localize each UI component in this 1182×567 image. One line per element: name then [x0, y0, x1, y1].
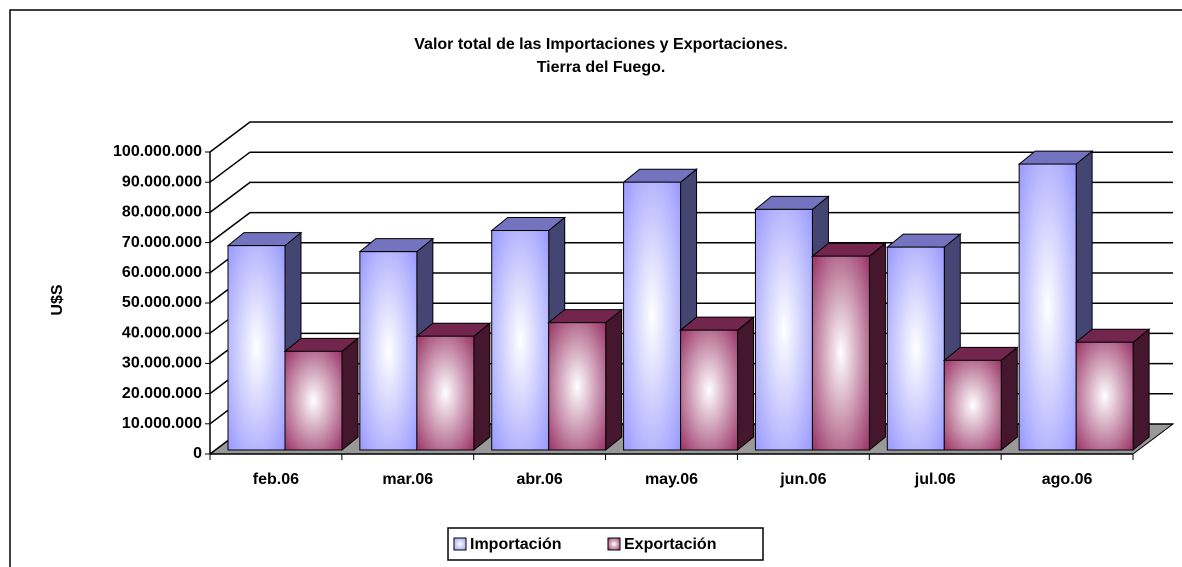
- y-tick-label: 0: [193, 445, 202, 462]
- bar: [754, 208, 813, 451]
- bar: [491, 230, 550, 451]
- grid-line: [209, 211, 1173, 244]
- x-tick-label: feb.06: [253, 471, 299, 488]
- y-tick-label: 100.000.000: [113, 143, 202, 160]
- y-tick-label: 40.000.000: [122, 324, 202, 341]
- y-tick-label: 70.000.000: [122, 234, 202, 251]
- bar: [811, 255, 870, 451]
- bar-side: [605, 308, 623, 452]
- y-tick-label: 80.000.000: [122, 204, 202, 221]
- bar: [416, 335, 475, 451]
- bar: [886, 246, 945, 451]
- bar: [943, 359, 1002, 451]
- y-axis-label: U$S: [49, 284, 66, 315]
- x-tick-label: mar.06: [382, 471, 433, 488]
- chart-title: Valor total de las Importaciones y Expor…: [414, 36, 787, 53]
- x-tick-label: jul.06: [914, 471, 956, 488]
- bar: [680, 329, 739, 451]
- y-tick-label: 90.000.000: [122, 173, 202, 190]
- legend-label: Exportación: [624, 536, 716, 553]
- bar: [227, 245, 286, 451]
- x-tick-label: jun.06: [779, 471, 826, 488]
- y-tick-label: 50.000.000: [122, 294, 202, 311]
- y-tick-label: 60.000.000: [122, 264, 202, 281]
- grid-line: [209, 121, 1173, 153]
- bar: [1018, 163, 1077, 451]
- legend-swatch: [607, 537, 621, 551]
- bar-side: [1132, 328, 1150, 452]
- legend-box: [447, 527, 764, 561]
- bar-side: [473, 322, 491, 452]
- y-tick-label: 10.000.000: [122, 415, 202, 432]
- bar: [359, 251, 418, 451]
- grid-line: [209, 181, 1173, 213]
- bar-side: [737, 316, 755, 452]
- chart-border: [9, 9, 1182, 567]
- y-tick-label: 20.000.000: [122, 385, 202, 402]
- bar-side: [1000, 346, 1018, 452]
- chart-subtitle: Tierra del Fuego.: [537, 59, 666, 76]
- y-tick-label: 30.000.000: [122, 355, 202, 372]
- bar: [284, 350, 343, 451]
- legend-swatch: [453, 537, 467, 551]
- legend-label: Importación: [470, 536, 562, 553]
- bar-side: [868, 242, 886, 452]
- bar: [548, 322, 607, 451]
- bar-side: [341, 337, 359, 452]
- x-tick-label: may.06: [645, 471, 698, 488]
- bar: [1075, 341, 1134, 451]
- bar: [623, 181, 682, 451]
- grid-line: [209, 151, 1173, 183]
- x-tick-label: ago.06: [1042, 471, 1093, 488]
- x-tick-label: abr.06: [517, 471, 563, 488]
